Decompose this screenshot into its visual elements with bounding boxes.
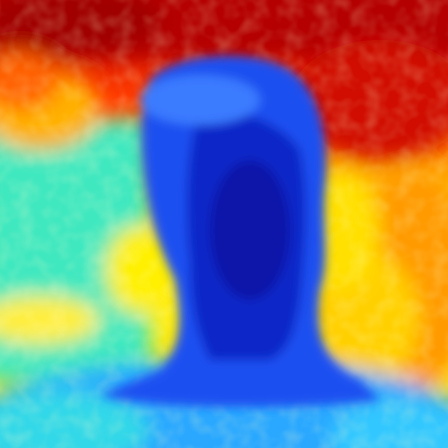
person-silhouette	[100, 55, 380, 407]
